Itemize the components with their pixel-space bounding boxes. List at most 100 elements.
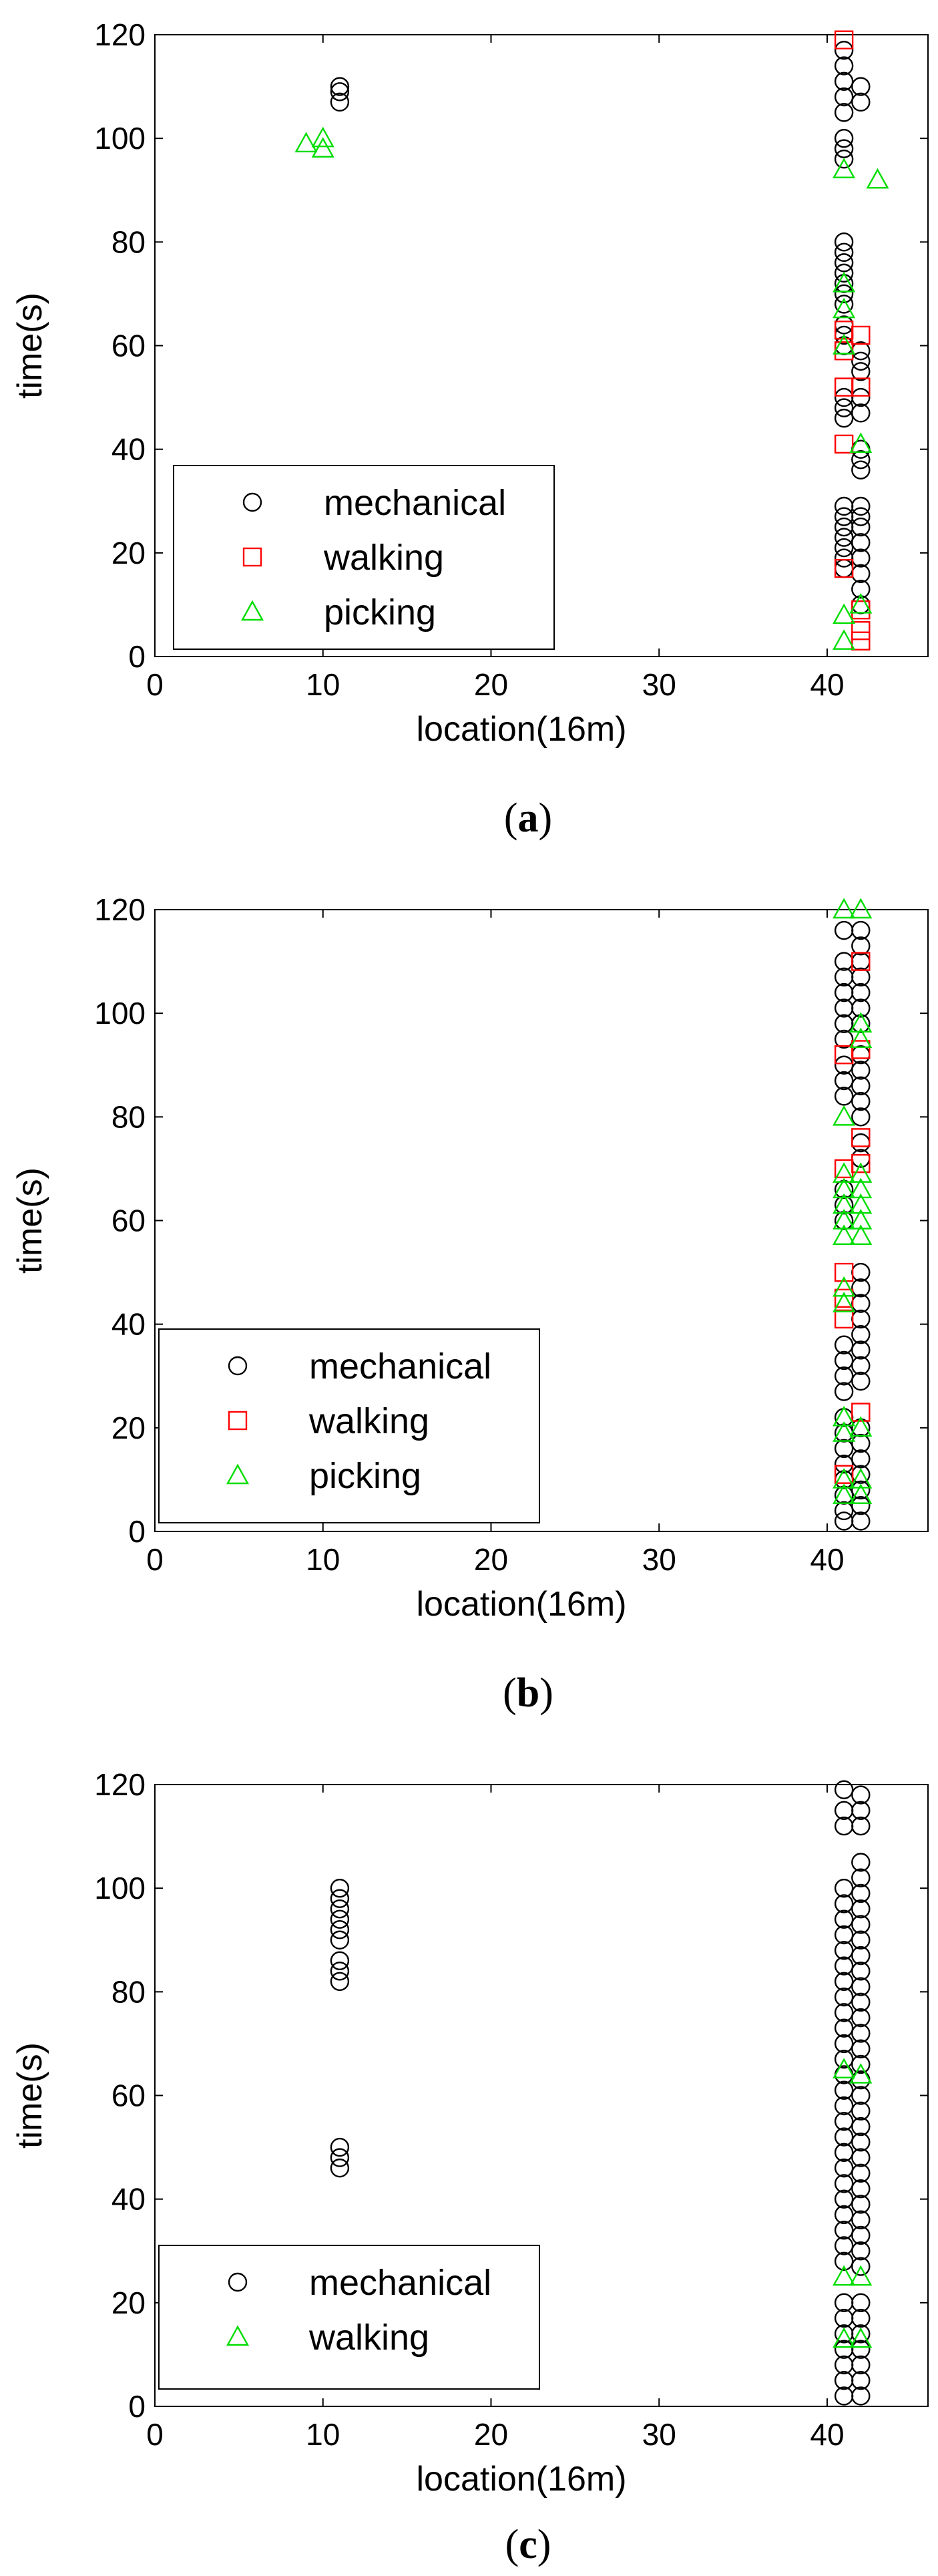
data-point-mechanical (851, 1946, 871, 1966)
data-point-mechanical (851, 1076, 871, 1095)
data-point-mechanical (851, 1930, 871, 1950)
x-tick-label: 30 (642, 667, 676, 702)
y-tick-label: 20 (111, 536, 146, 570)
data-point-mechanical (330, 82, 350, 102)
data-point-mechanical (834, 263, 854, 283)
data-point-mechanical (834, 2034, 854, 2054)
data-point-mechanical (834, 139, 854, 158)
data-point-mechanical (330, 1909, 350, 1929)
legend-label: mechanical (309, 2263, 491, 2303)
data-point-mechanical (834, 517, 854, 537)
data-point-mechanical (851, 1992, 871, 2012)
legend-label: mechanical (324, 483, 506, 523)
data-point-picking (833, 1162, 856, 1183)
data-point-mechanical (834, 2127, 854, 2147)
data-point-mechanical (851, 2210, 871, 2229)
data-point-walking (834, 1465, 854, 1484)
y-tick-label: 120 (94, 892, 146, 927)
data-point-mechanical (851, 460, 871, 480)
data-point-walking (834, 1262, 854, 1282)
data-point-picking (849, 1224, 873, 1245)
data-point-picking (833, 1421, 856, 1442)
y-tick-label: 0 (128, 639, 146, 674)
data-point-mechanical (834, 548, 854, 568)
data-point-mechanical (834, 103, 854, 122)
data-point-mechanical (851, 1962, 871, 1981)
data-point-mechanical (834, 295, 854, 314)
data-point-picking (833, 1405, 856, 1427)
data-point-mechanical (834, 1925, 854, 1945)
series-walking (834, 952, 871, 1484)
y-tick-label: 20 (111, 1411, 146, 1445)
data-point-mechanical (834, 387, 854, 407)
data-point-mechanical (851, 1371, 871, 1391)
data-point-mechanical (834, 2080, 854, 2100)
data-point-mechanical (834, 56, 854, 75)
data-point-picking (311, 137, 334, 158)
data-point-mechanical (834, 398, 854, 417)
data-point-mechanical (834, 1335, 854, 1354)
series-mechanical (330, 41, 871, 614)
data-point-walking (834, 30, 854, 49)
x-tick-label: 40 (810, 2417, 844, 2452)
data-point-walking (834, 558, 854, 578)
data-point-mechanical (834, 920, 854, 940)
x-tick-label: 40 (810, 667, 844, 702)
data-point-picking (833, 1224, 856, 1245)
x-tick-label: 10 (306, 1542, 340, 1577)
series-walking (833, 2058, 873, 2348)
data-point-mechanical (851, 387, 871, 407)
data-point-mechanical (834, 2221, 854, 2240)
data-point-mechanical (834, 408, 854, 428)
data-point-mechanical (834, 2205, 854, 2225)
x-tick-label: 20 (474, 667, 508, 702)
data-point-mechanical (834, 2143, 854, 2163)
legend-marker-mechanical (242, 492, 262, 512)
y-tick-label: 0 (128, 1514, 146, 1549)
data-point-picking (833, 1276, 856, 1297)
y-axis-label: time(s) (11, 2042, 49, 2149)
data-point-mechanical (851, 2008, 871, 2028)
y-axis-label: time(s) (11, 1167, 49, 1274)
legend-marker-walking (228, 1411, 248, 1431)
data-point-mechanical (834, 1878, 854, 1898)
data-point-mechanical (851, 1107, 871, 1127)
data-point-picking (833, 1193, 856, 1214)
data-point-walking (851, 621, 871, 640)
data-point-mechanical (834, 1366, 854, 1386)
data-point-mechanical (834, 1454, 854, 1474)
data-point-mechanical (851, 1853, 871, 1872)
legend-label: walking (323, 538, 444, 578)
data-point-mechanical (834, 1941, 854, 1960)
y-tick-label: 60 (111, 1204, 146, 1238)
y-tick-label: 100 (94, 121, 146, 156)
data-point-mechanical (851, 998, 871, 1018)
data-point-mechanical (851, 1868, 871, 1887)
data-point-walking (834, 1288, 854, 1308)
legend-box (173, 465, 555, 650)
data-point-mechanical (834, 2251, 854, 2271)
y-tick-label: 80 (111, 224, 146, 259)
x-tick-label: 10 (306, 667, 340, 702)
data-point-picking (833, 1483, 856, 1504)
data-point-mechanical (851, 2024, 871, 2043)
data-point-mechanical (851, 2371, 871, 2390)
data-point-mechanical (851, 92, 871, 112)
data-point-mechanical (834, 87, 854, 107)
data-point-mechanical (851, 2225, 871, 2245)
data-point-mechanical (834, 2096, 854, 2116)
data-point-mechanical (834, 2112, 854, 2131)
x-tick-label: 30 (642, 1542, 676, 1577)
data-point-mechanical (851, 439, 871, 459)
data-point-mechanical (834, 1956, 854, 1976)
data-point-walking (851, 1403, 871, 1422)
data-point-mechanical (851, 2039, 871, 2058)
data-point-picking (311, 126, 334, 148)
data-point-walking (833, 2058, 856, 2078)
data-point-mechanical (330, 1972, 350, 1992)
data-point-walking (851, 1128, 871, 1147)
y-tick-label: 80 (111, 1974, 146, 2009)
legend-label: walking (308, 2318, 429, 2358)
data-point-picking (849, 1027, 873, 1049)
